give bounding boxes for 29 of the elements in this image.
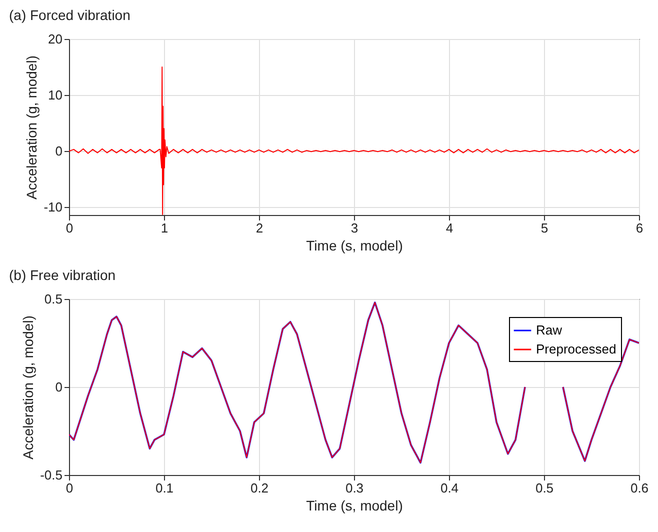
x-tick-label: 0.6 [630, 480, 649, 496]
x-tick-label: 0 [66, 220, 74, 236]
x-tick-label: 3 [350, 220, 358, 236]
y-tick-label: -10 [44, 200, 62, 215]
x-tick-label: 5 [540, 220, 548, 236]
y-axis-title: Acceleration (g, model) [20, 316, 36, 460]
x-tick-label: 2 [256, 220, 264, 236]
x-tick-label: 0.4 [440, 480, 459, 496]
legend-label: Raw [536, 322, 563, 338]
x-tick-label: 0.3 [345, 480, 364, 496]
x-tick-label: 6 [636, 220, 644, 236]
x-tick-label: 0.2 [250, 480, 269, 496]
y-tick-label: 0 [55, 144, 62, 159]
y-tick-label: 0 [55, 380, 62, 394]
chart-title: (a) Forced vibration [9, 7, 130, 23]
x-axis-title: Time (s, model) [306, 498, 403, 514]
x-tick-label: 0.1 [155, 480, 174, 496]
x-axis-title: Time (s, model) [306, 238, 403, 254]
y-tick-label: 10 [48, 88, 62, 103]
x-tick-label: 1 [160, 220, 168, 236]
y-tick-label: -0.5 [40, 468, 62, 482]
x-tick-label: 0.5 [535, 480, 554, 496]
x-tick-label: 4 [446, 220, 454, 236]
x-tick-label: 0 [66, 480, 74, 496]
y-axis-title: Acceleration (g, model) [24, 56, 40, 200]
chart-title: (b) Free vibration [9, 267, 116, 283]
y-tick-label: 20 [48, 32, 62, 46]
y-tick-label: 0.5 [44, 292, 62, 306]
legend-label: Preprocessed [536, 342, 616, 356]
